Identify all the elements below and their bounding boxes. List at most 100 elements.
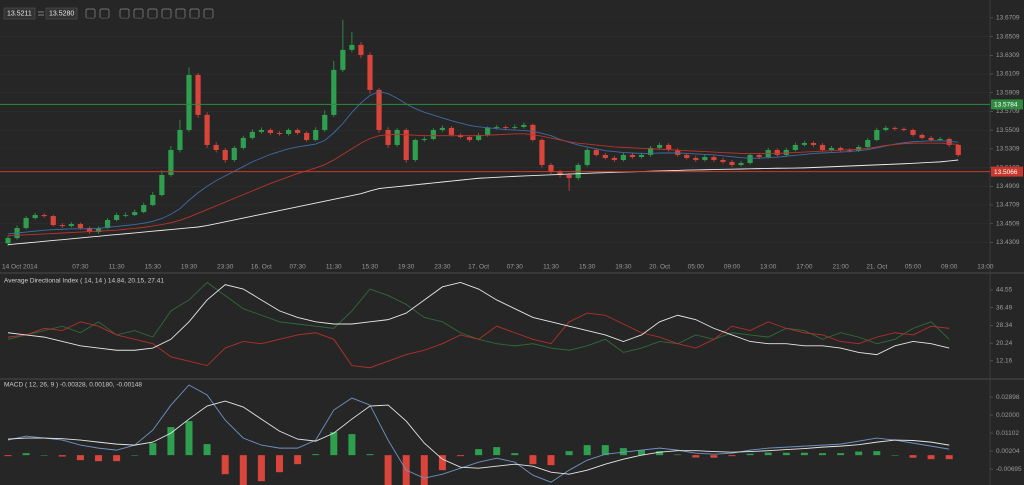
histogram-bar — [312, 454, 320, 456]
histogram-bar — [438, 455, 446, 471]
candle-body — [901, 128, 907, 130]
histogram-bar — [674, 454, 682, 456]
line — [7, 133, 959, 237]
y-tick-label: 44.55 — [996, 287, 1013, 294]
histogram-bar — [221, 455, 229, 475]
candle-body — [539, 139, 545, 165]
candle-body — [59, 225, 65, 227]
x-tick-label: 09:00 — [941, 264, 958, 271]
histogram-bar — [837, 453, 845, 456]
candle-body — [874, 129, 880, 140]
x-tick-label: 23:30 — [434, 264, 451, 271]
histogram-bar — [203, 444, 211, 456]
candle-body — [77, 224, 83, 229]
candle-body — [177, 129, 183, 150]
candle-body — [168, 149, 174, 175]
candle-body — [466, 136, 473, 140]
histogram-bar — [294, 455, 302, 465]
candle-body — [928, 137, 934, 140]
x-tick-label: 15:30 — [362, 264, 379, 271]
x-tick-label: 13:00 — [977, 264, 994, 271]
candle-body — [647, 147, 654, 155]
candle-body — [611, 157, 617, 161]
candle-body — [213, 144, 219, 150]
y-tick-label: 13.5709 — [996, 108, 1020, 115]
x-tick-label: 21. Oct — [866, 264, 887, 271]
x-tick-label: 19:30 — [398, 264, 415, 271]
candle-body — [738, 163, 744, 165]
candle-body — [222, 149, 228, 161]
x-tick-label: 20. Oct — [649, 264, 670, 271]
y-tick-label: 13.6309 — [996, 52, 1020, 59]
candle-body — [32, 215, 38, 219]
candle-body — [494, 126, 500, 128]
x-tick-label: 16. Oct — [251, 264, 272, 271]
candle-body — [828, 147, 835, 150]
candle-body — [439, 127, 445, 130]
x-tick-label: 21:00 — [832, 264, 849, 271]
histogram-bar — [76, 455, 84, 461]
histogram-bar — [475, 449, 483, 456]
histogram-bar — [909, 455, 917, 458]
candle-body — [566, 174, 572, 178]
line — [7, 384, 950, 483]
candle-body — [358, 44, 364, 55]
candle-body — [114, 215, 120, 220]
y-tick-label: 0.01102 — [996, 430, 1019, 437]
x-tick-label: 07:30 — [289, 264, 306, 271]
candle-body — [385, 129, 391, 145]
candle-body — [50, 216, 56, 226]
candle-body — [702, 157, 708, 161]
panel-title: MACD ( 12, 26, 9 ) -0.00328, 0.00180, -0… — [4, 382, 142, 389]
histogram-bar — [800, 452, 808, 456]
ask: 13.5280 — [49, 10, 74, 17]
candle-body — [41, 215, 47, 217]
candle-body — [485, 127, 491, 135]
candle-body — [186, 74, 192, 130]
histogram-bar — [366, 454, 374, 456]
histogram-bar — [4, 455, 12, 457]
candle-body — [512, 126, 518, 128]
candle-body — [557, 171, 563, 175]
line — [7, 91, 959, 235]
histogram-bar — [167, 427, 175, 456]
candle-body — [448, 127, 455, 135]
candle-body — [430, 129, 436, 139]
candle-body — [123, 215, 129, 216]
histogram-bar — [855, 451, 863, 456]
bid-box — [3, 7, 36, 20]
line — [7, 312, 950, 369]
candle-body — [919, 134, 925, 138]
x-tick-label: 15:30 — [579, 264, 596, 271]
line — [7, 159, 959, 246]
y-tick-label: 0.02898 — [996, 394, 1020, 401]
candle-body — [376, 89, 382, 130]
candle-body — [910, 129, 916, 135]
x-tick-label: 19:30 — [181, 264, 198, 271]
histogram-bar — [764, 452, 772, 456]
candle-body — [258, 129, 264, 132]
candle-body — [421, 138, 427, 140]
candle-body — [68, 224, 74, 227]
y-tick-label: 13.4509 — [996, 220, 1020, 227]
candle-body — [711, 157, 717, 161]
ask-box — [45, 7, 78, 20]
candle-body — [141, 205, 147, 213]
candle-body — [349, 44, 355, 50]
y-tick-label: 13.4909 — [996, 183, 1020, 190]
level-label: 13.5066 — [994, 169, 1018, 176]
histogram-bar — [583, 445, 591, 456]
histogram-bar — [330, 432, 338, 456]
x-tick-label: 11:30 — [326, 264, 342, 271]
candle-body — [593, 149, 599, 155]
candle-body — [503, 126, 509, 128]
histogram-bar — [746, 453, 754, 456]
y-tick-label: 13.6709 — [996, 15, 1020, 22]
histogram-bar — [276, 455, 283, 473]
y-tick-label: 13.5509 — [996, 127, 1020, 134]
candle-body — [629, 154, 636, 158]
candle-body — [684, 154, 690, 158]
y-tick-label: 36.49 — [996, 304, 1013, 311]
tool-icons[interactable] — [85, 8, 214, 19]
candle-body — [313, 129, 319, 140]
